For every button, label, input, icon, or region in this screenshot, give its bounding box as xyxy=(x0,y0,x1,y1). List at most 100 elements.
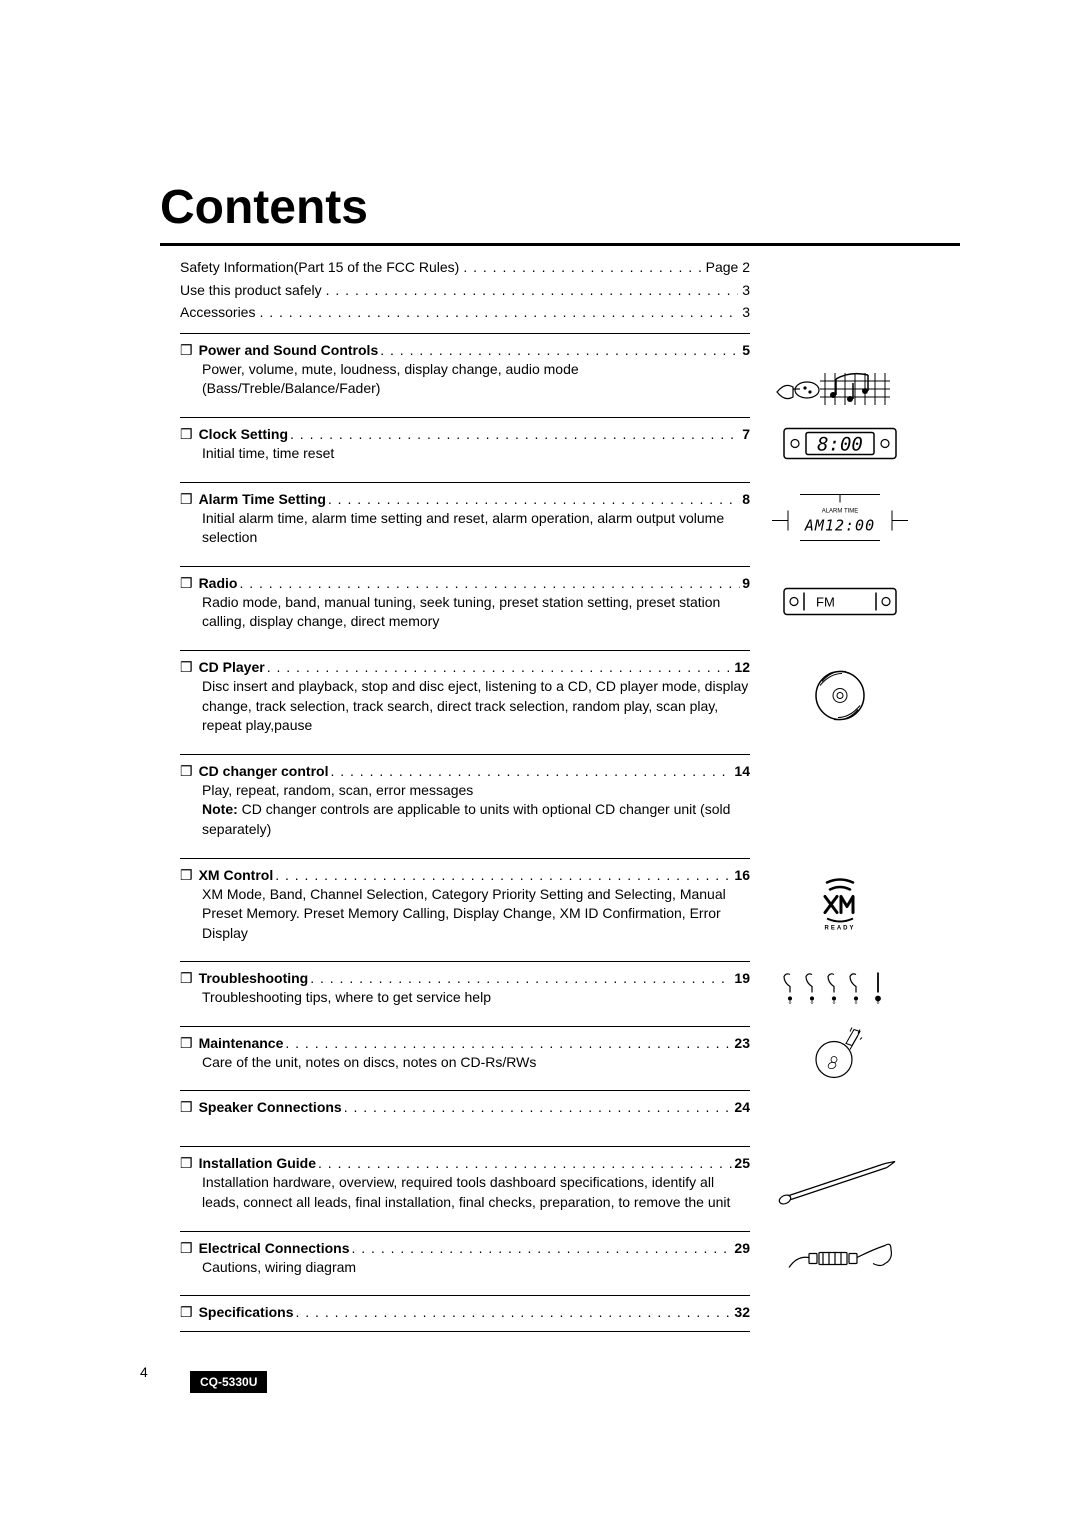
pre-toc-page: Page 2 xyxy=(706,258,750,278)
section-title: CD Player xyxy=(199,659,265,675)
section-page: 23 xyxy=(734,1035,750,1051)
section-title: CD changer control xyxy=(199,763,329,779)
pre-toc-label: Safety Information(Part 15 of the FCC Ru… xyxy=(180,258,459,278)
content-area: Safety Information(Part 15 of the FCC Ru… xyxy=(160,258,960,1332)
section-illustration-icon xyxy=(770,1025,910,1084)
section-illustration-icon xyxy=(770,1158,910,1213)
section-description: Cautions, wiring diagram xyxy=(180,1258,750,1278)
dots-leader: . . . . . . . . . . . . . . . . . . . . … xyxy=(463,258,701,278)
bookmark-icon: ❒ xyxy=(180,970,193,987)
section-illustration-icon: 8:00 xyxy=(770,424,910,467)
dots-leader: . . . . . . . . . . . . . . . . . . . . … xyxy=(275,867,732,883)
pre-toc-label: Use this product safely xyxy=(180,281,322,301)
section-page: 25 xyxy=(734,1155,750,1171)
section-title-row: ❒ XM Control. . . . . . . . . . . . . . .… xyxy=(180,867,750,884)
toc-section: ❒Speaker Connections. . . . . . . . . . … xyxy=(180,1090,750,1138)
dots-leader: . . . . . . . . . . . . . . . . . . . . … xyxy=(239,575,740,591)
svg-text:AM12:00: AM12:00 xyxy=(804,517,875,535)
section-title-row: ❒ Troubleshooting. . . . . . . . . . . . … xyxy=(180,970,750,987)
bookmark-icon: ❒ xyxy=(180,763,193,780)
toc-section: ❒ CD Player. . . . . . . . . . . . . . . … xyxy=(180,650,750,746)
section-title: Clock Setting xyxy=(199,426,288,442)
section-description: Disc insert and playback, stop and disc … xyxy=(180,677,750,736)
toc-section: ❒Power and Sound Controls. . . . . . . .… xyxy=(180,333,750,409)
section-title-row: ❒ Radio. . . . . . . . . . . . . . . . . … xyxy=(180,575,750,592)
dots-leader: . . . . . . . . . . . . . . . . . . . . … xyxy=(295,1304,732,1320)
section-title-row: ❒ Specifications. . . . . . . . . . . . .… xyxy=(180,1304,750,1321)
bookmark-icon: ❒ xyxy=(180,426,193,443)
section-title-row: ❒Maintenance. . . . . . . . . . . . . . … xyxy=(180,1035,750,1052)
dots-leader: . . . . . . . . . . . . . . . . . . . . … xyxy=(330,763,732,779)
pre-toc-line: Use this product safely. . . . . . . . .… xyxy=(180,281,750,301)
bookmark-icon: ❒ xyxy=(180,342,193,359)
bookmark-icon: ❒ xyxy=(180,659,193,676)
section-page: 5 xyxy=(742,342,750,358)
dots-leader: . . . . . . . . . . . . . . . . . . . . … xyxy=(352,1240,733,1256)
section-description: Play, repeat, random, scan, error messag… xyxy=(180,781,750,801)
pre-toc-label: Accessories xyxy=(180,303,255,323)
section-page: 29 xyxy=(734,1240,750,1256)
toc-section: ❒Maintenance. . . . . . . . . . . . . . … xyxy=(180,1026,750,1083)
dots-leader: . . . . . . . . . . . . . . . . . . . . … xyxy=(290,426,740,442)
svg-text:8:00: 8:00 xyxy=(817,433,863,455)
section-description: XM Mode, Band, Channel Selection, Catego… xyxy=(180,885,750,944)
section-description: Troubleshooting tips, where to get servi… xyxy=(180,988,750,1008)
title-rule xyxy=(160,243,960,246)
pre-toc-line: Safety Information(Part 15 of the FCC Ru… xyxy=(180,258,750,278)
section-illustration-icon xyxy=(770,1240,910,1279)
dots-leader: . . . . . . . . . . . . . . . . . . . . … xyxy=(310,970,732,986)
bookmark-icon: ❒ xyxy=(180,575,193,592)
dots-leader: . . . . . . . . . . . . . . . . . . . . … xyxy=(318,1155,732,1171)
section-title: Radio xyxy=(199,575,238,591)
svg-text:FM: FM xyxy=(816,595,835,610)
section-illustration-icon xyxy=(770,367,910,417)
section-title: Installation Guide xyxy=(199,1155,316,1171)
bookmark-icon: ❒ xyxy=(180,1304,193,1321)
toc-section: ❒Electrical Connections. . . . . . . . .… xyxy=(180,1231,750,1288)
section-page: 14 xyxy=(734,763,750,779)
pre-toc-page: 3 xyxy=(742,281,750,301)
section-description: Power, volume, mute, loudness, display c… xyxy=(180,360,750,399)
section-illustration-icon xyxy=(770,668,910,729)
toc-section: ❒ Troubleshooting. . . . . . . . . . . . … xyxy=(180,961,750,1018)
dots-leader: . . . . . . . . . . . . . . . . . . . . … xyxy=(328,491,740,507)
section-description: Initial alarm time, alarm time setting a… xyxy=(180,509,750,548)
section-title-row: ❒ CD Player. . . . . . . . . . . . . . . … xyxy=(180,659,750,676)
pre-toc-line: Accessories. . . . . . . . . . . . . . .… xyxy=(180,303,750,323)
section-page: 8 xyxy=(742,491,750,507)
dots-leader: . . . . . . . . . . . . . . . . . . . . … xyxy=(259,303,738,323)
section-title-row: ❒Alarm Time Setting. . . . . . . . . . .… xyxy=(180,491,750,508)
section-title: Speaker Connections xyxy=(199,1099,342,1115)
text-column: Safety Information(Part 15 of the FCC Ru… xyxy=(160,258,750,1332)
model-number-box: CQ-5330U xyxy=(190,1371,267,1393)
section-title: XM Control xyxy=(199,867,274,883)
section-title-row: ❒ CD changer control. . . . . . . . . . .… xyxy=(180,763,750,780)
section-description: Radio mode, band, manual tuning, seek tu… xyxy=(180,593,750,632)
section-note: Note: CD changer controls are applicable… xyxy=(180,800,750,839)
toc-section: ❒Alarm Time Setting. . . . . . . . . . .… xyxy=(180,482,750,558)
section-title: Power and Sound Controls xyxy=(199,342,379,358)
dots-leader: . . . . . . . . . . . . . . . . . . . . … xyxy=(326,281,739,301)
section-page: 7 xyxy=(742,426,750,442)
section-title-row: ❒Power and Sound Controls. . . . . . . .… xyxy=(180,342,750,359)
bookmark-icon: ❒ xyxy=(180,867,193,884)
svg-text:READY: READY xyxy=(824,925,855,930)
dots-leader: . . . . . . . . . . . . . . . . . . . . … xyxy=(267,659,733,675)
bookmark-icon: ❒ xyxy=(180,1099,193,1116)
section-title-row: ❒ Clock Setting. . . . . . . . . . . . . … xyxy=(180,426,750,443)
section-title: Troubleshooting xyxy=(199,970,309,986)
dots-leader: . . . . . . . . . . . . . . . . . . . . … xyxy=(285,1035,732,1051)
section-title: Specifications xyxy=(199,1304,294,1320)
section-illustration-icon: FM xyxy=(770,585,910,624)
section-description: Care of the unit, notes on discs, notes … xyxy=(180,1053,750,1073)
section-illustration-icon xyxy=(770,969,910,1012)
section-illustration-icon: ALARM TIMEAM12:00 xyxy=(770,493,910,548)
section-illustration-icon: READY xyxy=(770,876,910,935)
toc-section: ❒ Radio. . . . . . . . . . . . . . . . . … xyxy=(180,566,750,642)
section-title: Maintenance xyxy=(199,1035,284,1051)
section-page: 9 xyxy=(742,575,750,591)
section-title: Alarm Time Setting xyxy=(199,491,326,507)
contents-title: Contents xyxy=(160,180,960,235)
toc-section: ❒ CD changer control. . . . . . . . . . .… xyxy=(180,754,750,850)
section-title-row: ❒Electrical Connections. . . . . . . . .… xyxy=(180,1240,750,1257)
